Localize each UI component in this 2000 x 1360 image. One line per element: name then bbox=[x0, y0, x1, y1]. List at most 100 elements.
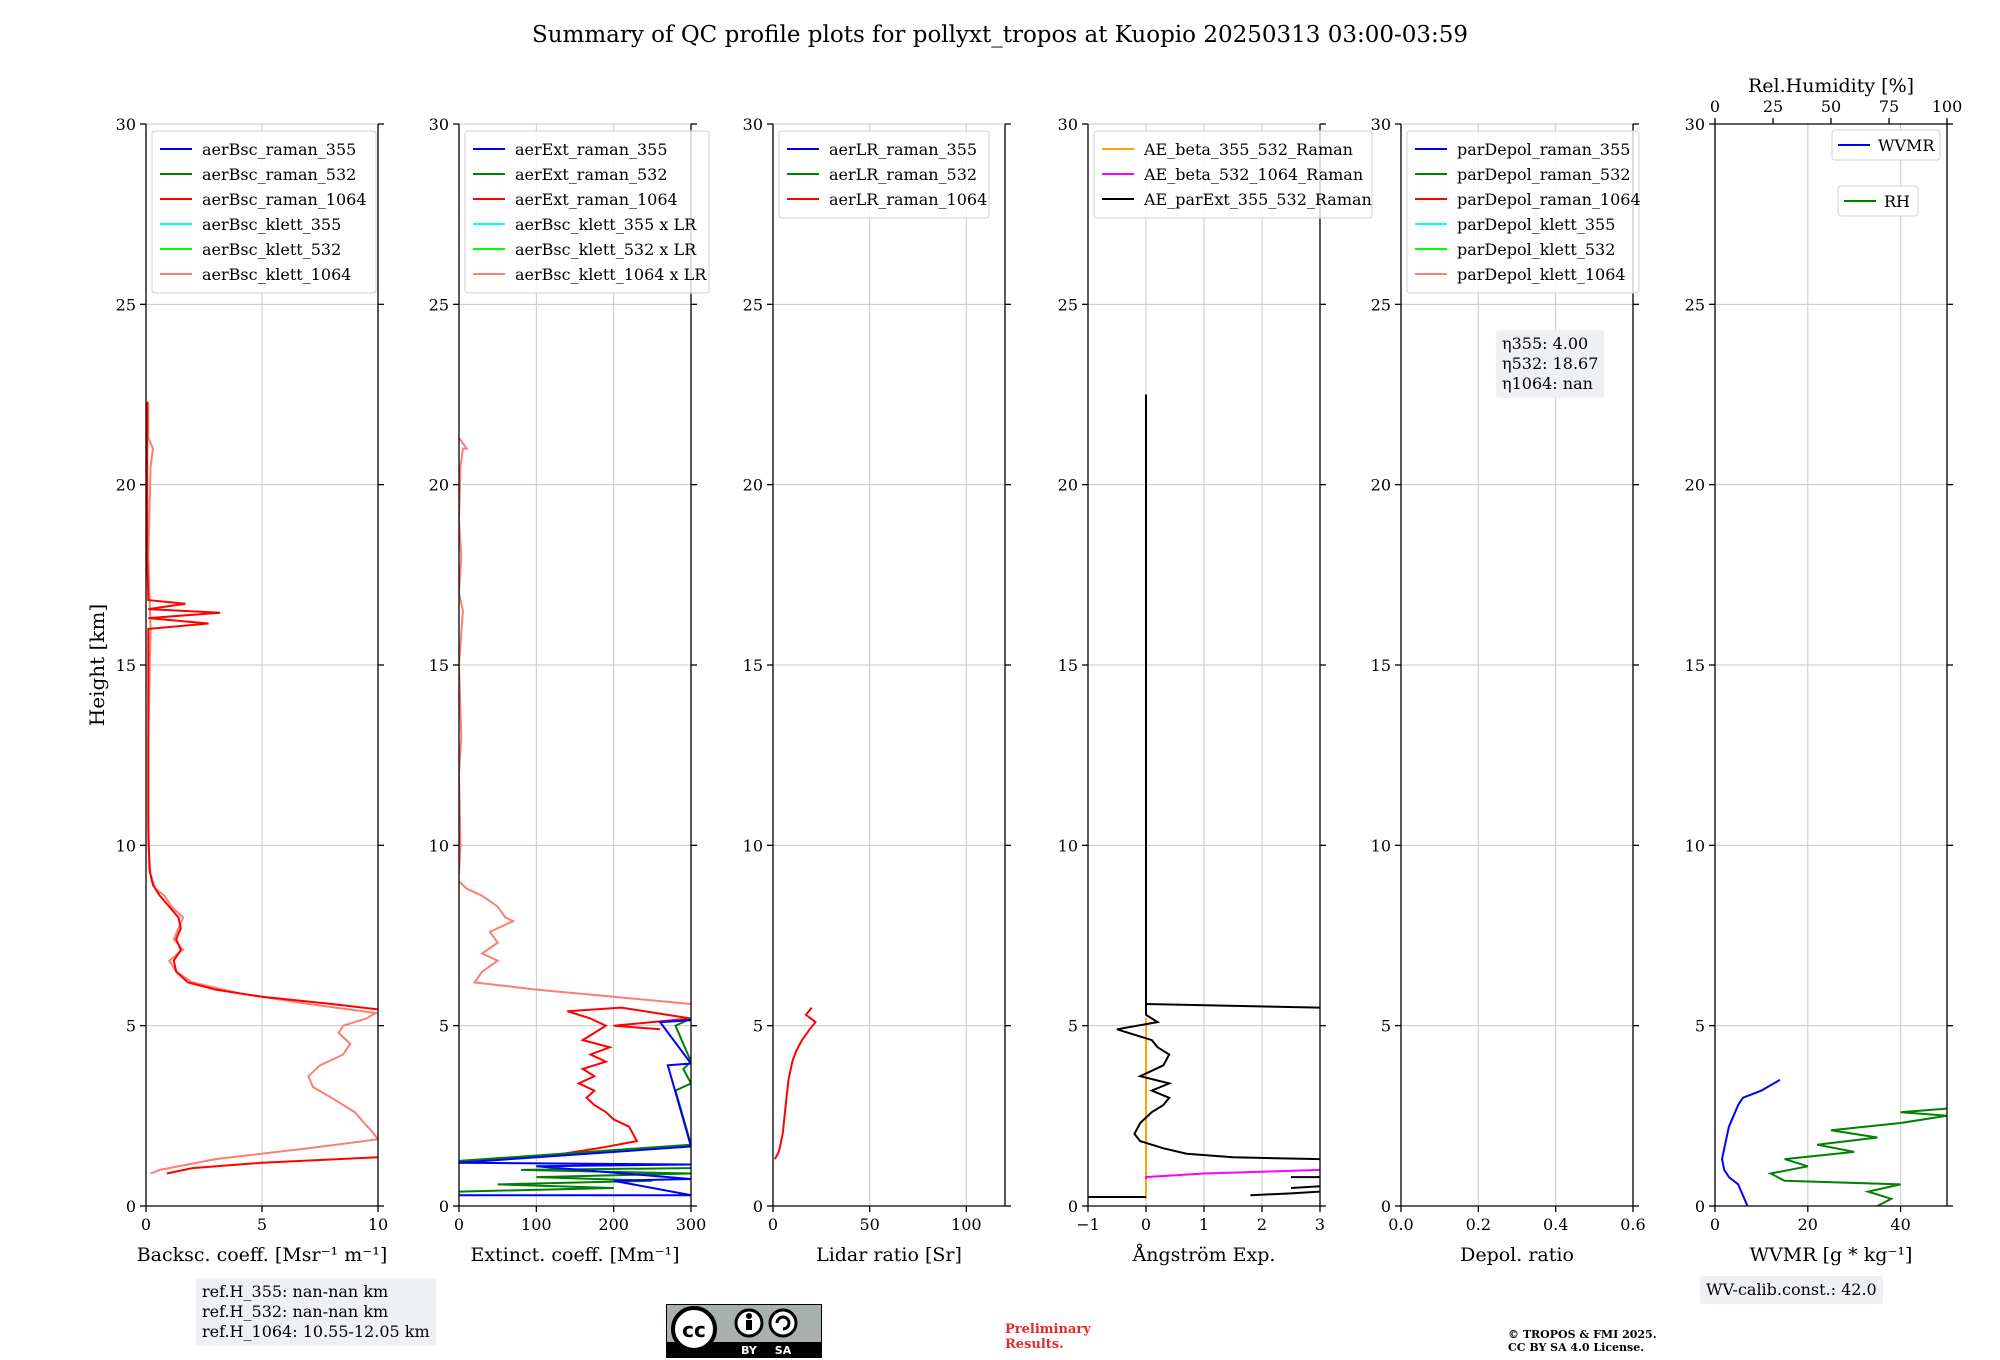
x-tick-label: 100 bbox=[951, 1215, 982, 1234]
series-aerExt-raman-532 bbox=[459, 1017, 691, 1162]
y-tick-label: 30 bbox=[1371, 115, 1391, 134]
legend-label: aerLR_raman_1064 bbox=[829, 190, 987, 209]
y-tick-label: 15 bbox=[429, 656, 449, 675]
y-tick-label: 25 bbox=[116, 295, 136, 314]
y-tick-label: 20 bbox=[1058, 476, 1078, 495]
y-tick-label: 10 bbox=[1685, 836, 1705, 855]
copyright-line2: CC BY SA 4.0 License. bbox=[1508, 1341, 1645, 1354]
y-tick-label: 5 bbox=[439, 1017, 449, 1036]
y-tick-label: 10 bbox=[116, 836, 136, 855]
y-tick-label: 15 bbox=[116, 656, 136, 675]
x-tick-label: 40 bbox=[1890, 1215, 1910, 1234]
y-tick-label: 15 bbox=[743, 656, 763, 675]
legend-label: aerBsc_klett_355 bbox=[202, 215, 341, 234]
legend-label: aerBsc_klett_1064 bbox=[202, 265, 351, 284]
y-tick-label: 0 bbox=[126, 1197, 136, 1216]
legend-label: aerExt_raman_355 bbox=[515, 140, 668, 159]
y-tick-label: 30 bbox=[429, 115, 449, 134]
reference-height-box: ref.H_355: nan-nan km ref.H_532: nan-nan… bbox=[196, 1278, 436, 1346]
x-tick-label: 100 bbox=[521, 1215, 552, 1234]
x-tick-label: 0 bbox=[454, 1215, 464, 1234]
legend-label: aerExt_raman_1064 bbox=[515, 190, 678, 209]
x-tick-label: 3 bbox=[1315, 1215, 1325, 1234]
x-tick-label: 0.2 bbox=[1466, 1215, 1491, 1234]
x-tick-label: 0 bbox=[141, 1215, 151, 1234]
series-WVMR bbox=[1720, 1078, 1781, 1206]
legend-label: parDepol_raman_1064 bbox=[1457, 190, 1641, 209]
panel-lidar-ratio: 0 5 10 15 20 25 30 0 50 100 Lidar ratio [Sr] aerLR_… bbox=[743, 115, 1011, 1266]
y-tick-label: 25 bbox=[429, 295, 449, 314]
legend-box bbox=[778, 130, 990, 219]
x-axis-label: Backsc. coeff. [Msr⁻¹ m⁻¹] bbox=[137, 1244, 388, 1266]
legend-box bbox=[151, 130, 377, 294]
preliminary-note: Preliminary Results. bbox=[1005, 1322, 1091, 1352]
x-tick-label: 0.4 bbox=[1543, 1215, 1568, 1234]
svg-text:cc: cc bbox=[682, 1318, 706, 1342]
y-tick-label: 15 bbox=[1685, 656, 1705, 675]
y-tick-label: 10 bbox=[1371, 836, 1391, 855]
y-tick-label: 10 bbox=[1058, 836, 1078, 855]
legend-label: AE_beta_355_532_Raman bbox=[1143, 140, 1353, 159]
y-tick-label: 30 bbox=[1685, 115, 1705, 134]
y-tick-label: 10 bbox=[743, 836, 763, 855]
series-RH bbox=[1767, 1107, 1947, 1206]
x-tick-label: 200 bbox=[598, 1215, 629, 1234]
prelim-line1: Preliminary bbox=[1005, 1322, 1091, 1337]
x-tick-label: 50 bbox=[859, 1215, 879, 1234]
legend-box bbox=[1406, 130, 1640, 294]
series-aerBsc-klett-1064 bbox=[147, 401, 378, 1175]
x-tick-label: 0 bbox=[1141, 1215, 1151, 1234]
y-axis-label: Height [km] bbox=[85, 604, 109, 726]
figure-title: Summary of QC profile plots for pollyxt_… bbox=[531, 22, 1469, 48]
y-tick-label: 5 bbox=[1695, 1017, 1705, 1036]
legend-label: aerLR_raman_532 bbox=[829, 165, 977, 184]
y-tick-label: 30 bbox=[1058, 115, 1078, 134]
y-tick-label: 0 bbox=[753, 1197, 763, 1216]
panel-backscatter: 0 5 10 15 20 25 30 0 5 10 Backsc. coeff. [Msr⁻¹ m⁻… bbox=[116, 115, 389, 1266]
legend-label: aerBsc_klett_1064 x LR bbox=[515, 265, 707, 284]
legend-label: aerBsc_raman_355 bbox=[202, 140, 356, 159]
y-tick-label: 5 bbox=[1381, 1017, 1391, 1036]
ref-h-1064: ref.H_1064: 10.55-12.05 km bbox=[202, 1322, 430, 1341]
x-tick-label: 300 bbox=[676, 1215, 707, 1234]
y-tick-label: 5 bbox=[753, 1017, 763, 1036]
y-tick-label: 20 bbox=[1371, 476, 1391, 495]
x-tick-label: 1 bbox=[1199, 1215, 1209, 1234]
y-tick-label: 20 bbox=[1685, 476, 1705, 495]
x-tick-label: 5 bbox=[257, 1215, 267, 1234]
y-tick-label: 20 bbox=[116, 476, 136, 495]
x-axis-label: WVMR [g * kg⁻¹] bbox=[1750, 1244, 1913, 1266]
legend-box bbox=[464, 130, 710, 294]
y-tick-label: 25 bbox=[1685, 295, 1705, 314]
legend-label: AE_beta_532_1064_Raman bbox=[1143, 165, 1363, 184]
top-tick-label: 50 bbox=[1821, 97, 1841, 116]
legend-label: parDepol_klett_1064 bbox=[1457, 265, 1626, 284]
legend-label: aerBsc_raman_1064 bbox=[202, 190, 367, 209]
x-tick-label: 2 bbox=[1257, 1215, 1267, 1234]
eta-1064: η1064: nan bbox=[1502, 374, 1593, 393]
y-tick-label: 30 bbox=[116, 115, 136, 134]
legend-label: aerBsc_klett_532 bbox=[202, 240, 341, 259]
legend-box bbox=[1837, 185, 1919, 217]
x-tick-label: 0 bbox=[1710, 1215, 1720, 1234]
x-axis-label: Depol. ratio bbox=[1460, 1244, 1574, 1266]
series-aerBsc-klett-1064-x-LR-upper bbox=[459, 437, 469, 875]
series-aerBsc-klett-1064-x-LR bbox=[459, 880, 691, 1005]
series-aerBsc-raman-1064 bbox=[166, 1156, 378, 1175]
legend-label: aerBsc_klett_355 x LR bbox=[515, 215, 697, 234]
x-tick-label: −1 bbox=[1076, 1215, 1100, 1234]
y-tick-label: 25 bbox=[1371, 295, 1391, 314]
y-tick-label: 15 bbox=[1058, 656, 1078, 675]
legend-box bbox=[1093, 130, 1373, 219]
y-tick-label: 15 bbox=[1371, 656, 1391, 675]
legend-label: aerLR_raman_355 bbox=[829, 140, 977, 159]
legend-label: aerBsc_raman_532 bbox=[202, 165, 356, 184]
legend-label: WVMR bbox=[1878, 136, 1935, 155]
x-axis-label: Lidar ratio [Sr] bbox=[816, 1244, 962, 1266]
top-tick-label: 25 bbox=[1763, 97, 1783, 116]
eta-box: η355: 4.00 η532: 18.67 η1064: nan bbox=[1496, 330, 1605, 398]
y-tick-label: 20 bbox=[429, 476, 449, 495]
y-tick-label: 0 bbox=[1381, 1197, 1391, 1216]
legend-label: RH bbox=[1884, 192, 1910, 211]
